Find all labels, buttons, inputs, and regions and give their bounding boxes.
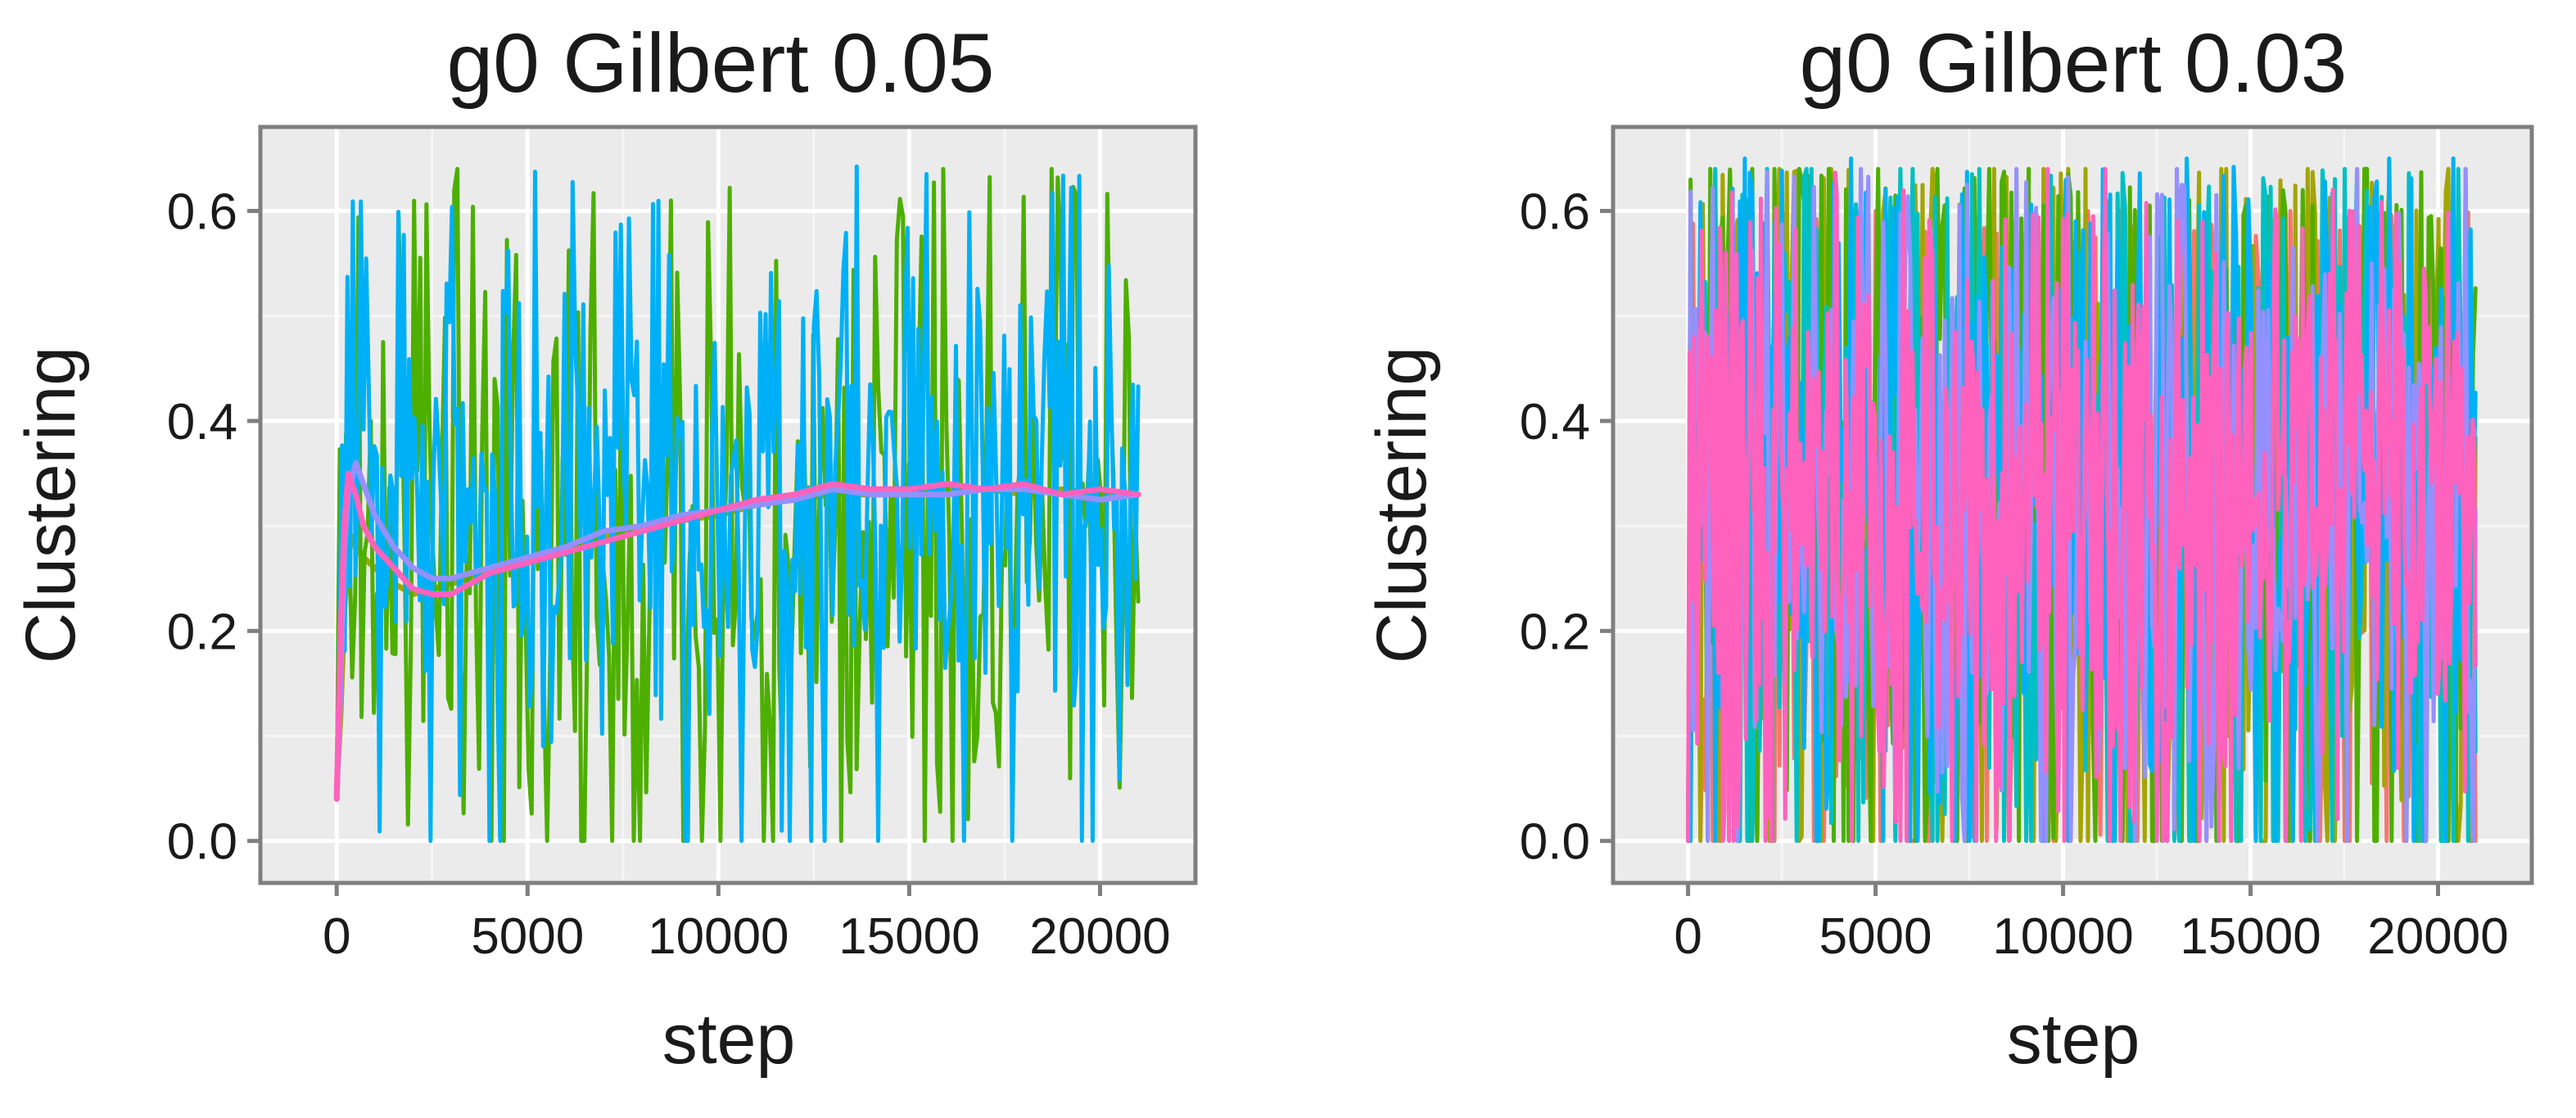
x-tick-label: 15000 [2180,908,2321,965]
chart-title: g0 Gilbert 0.05 [446,16,994,110]
line-series-pink [1686,166,2478,844]
chart-title: g0 Gilbert 0.03 [1799,16,2347,110]
chart-panel-1: 0.0 0.2 0.4 0.6 0 5000 10000 15000 20000 g0 Gilbe… [11,16,1198,1079]
y-tick-label: 0.6 [1520,184,1590,241]
chart-panel-2: 0.0 0.2 0.4 0.6 0 5000 10000 15000 20000 g0 Gilbe… [1363,16,2534,1079]
x-tick-label: 5000 [471,908,584,965]
x-axis-label: step [2007,1000,2140,1079]
x-tick-label: 5000 [1819,908,1932,965]
plot-border [1611,124,2534,885]
x-tick-label: 0 [323,908,350,965]
y-tick-label: 0.4 [167,394,237,450]
y-tick-label: 0.2 [167,604,237,660]
x-tick-label: 20000 [2367,908,2508,965]
line-series-purple [333,459,1141,802]
x-tick-label: 15000 [838,908,979,965]
y-tick-label: 0.0 [167,814,237,871]
x-axis-label: step [662,1000,796,1079]
line-series-pink [333,470,1141,802]
series-group [1686,156,2478,844]
x-tick-label: 0 [1674,908,1702,965]
x-tick-label: 10000 [1992,908,2133,965]
series-group [333,164,1141,844]
y-tick-label: 0.4 [1520,394,1590,450]
y-tick-label: 0.6 [167,184,237,241]
y-tick-label: 0.2 [1520,604,1590,660]
plot-border [258,124,1198,885]
x-tick-label: 20000 [1029,908,1170,965]
y-axis-label: Clustering [1363,346,1441,663]
y-axis-label: Clustering [11,346,90,663]
x-tick-label: 10000 [648,908,789,965]
y-tick-label: 0.0 [1520,814,1590,871]
